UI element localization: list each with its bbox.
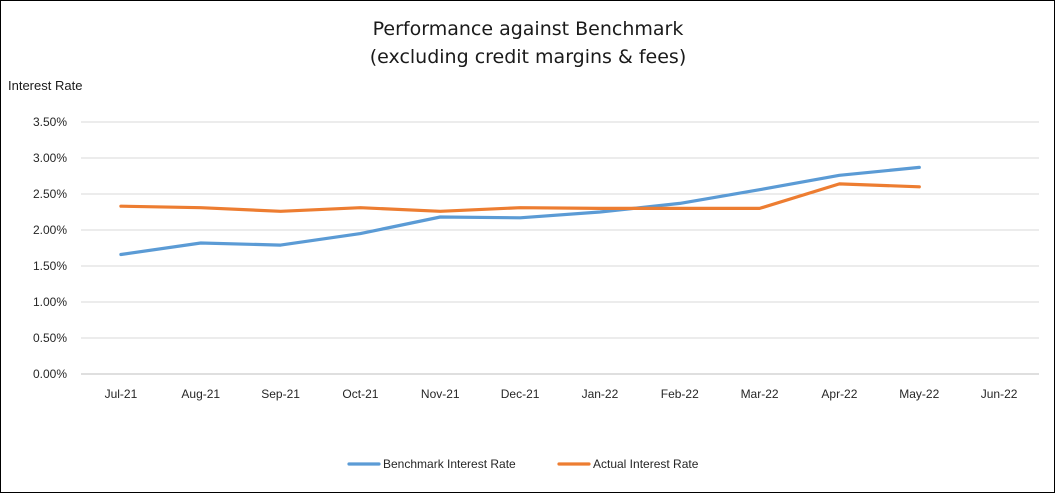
x-tick-label: Jul-21 — [105, 387, 138, 401]
x-tick-label: Feb-22 — [661, 387, 699, 401]
x-tick-label: Nov-21 — [421, 387, 460, 401]
y-tick-label: 0.00% — [33, 367, 67, 381]
x-tick-label: Jan-22 — [582, 387, 619, 401]
legend: Benchmark Interest Rate Actual Interest R… — [347, 457, 699, 471]
x-tick-label: Sep-21 — [261, 387, 300, 401]
y-tick-label: 2.00% — [33, 223, 67, 237]
x-tick-label: Oct-21 — [342, 387, 378, 401]
x-tick-label: Aug-21 — [181, 387, 220, 401]
x-tick-label: Mar-22 — [741, 387, 779, 401]
series-line-actual — [119, 182, 921, 213]
legend-label: Actual Interest Rate — [593, 457, 699, 471]
x-tick-label: Jun-22 — [981, 387, 1018, 401]
y-tick-label: 1.00% — [33, 295, 67, 309]
y-axis-label: Interest Rate — [8, 78, 82, 93]
y-tick-label: 3.00% — [33, 151, 67, 165]
x-tick-label: Apr-22 — [821, 387, 857, 401]
chart-title: Performance against Benchmark — [373, 18, 684, 40]
x-tick-label: Dec-21 — [501, 387, 540, 401]
gridlines — [81, 121, 1039, 375]
x-axis-ticks: Jul-21 Aug-21 Sep-21 Oct-21 Nov-21 Dec-21 Jan-… — [105, 387, 1018, 401]
y-tick-label: 2.50% — [33, 187, 67, 201]
x-tick-label: May-22 — [899, 387, 939, 401]
chart-subtitle: (excluding credit margins & fees) — [370, 46, 686, 68]
series-line-benchmark — [119, 165, 921, 257]
y-axis-ticks: 0.00% 0.50% 1.00% 1.50% 2.00% 2.50% 3.00% 3.50% — [33, 115, 67, 381]
y-tick-label: 3.50% — [33, 115, 67, 129]
y-tick-label: 1.50% — [33, 259, 67, 273]
series-lines — [119, 165, 921, 257]
legend-label: Benchmark Interest Rate — [383, 457, 516, 471]
y-tick-label: 0.50% — [33, 331, 67, 345]
